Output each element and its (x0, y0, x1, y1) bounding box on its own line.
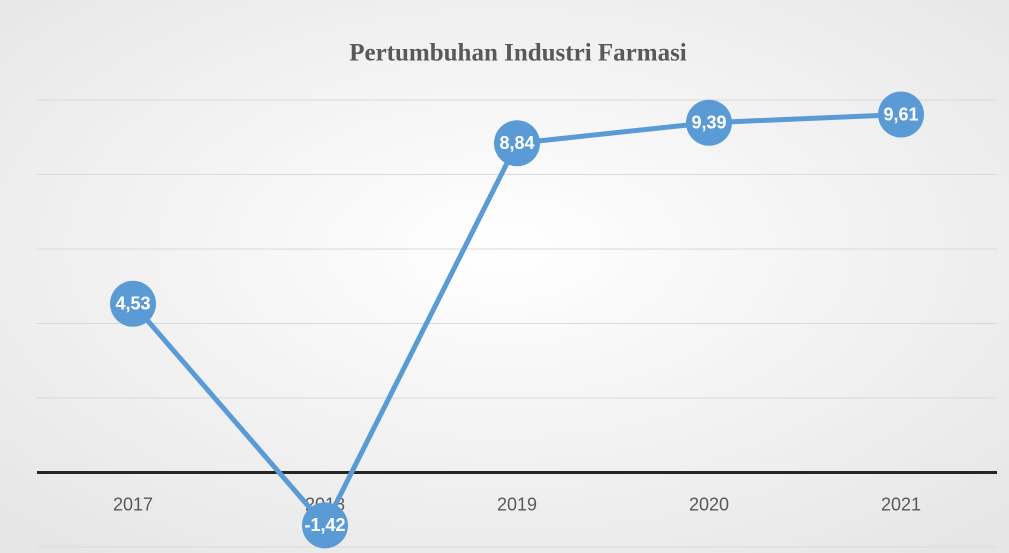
marker (878, 91, 924, 138)
data-label: 8,84 (499, 133, 534, 153)
x-tick-label: 2017 (113, 494, 153, 514)
chart-title: Pertumbuhan Industri Farmasi (349, 40, 687, 67)
marker (302, 502, 348, 549)
data-label: -1,42 (304, 515, 345, 535)
data-label: 4,53 (115, 294, 150, 314)
marker (686, 99, 732, 146)
marker (494, 120, 540, 167)
data-label: 9,61 (883, 104, 918, 124)
x-tick-label: 2020 (689, 494, 729, 514)
marker (110, 280, 156, 327)
data-label: 9,39 (691, 112, 726, 132)
x-tick-label: 2021 (881, 494, 921, 514)
x-tick-label: 2019 (497, 494, 537, 514)
